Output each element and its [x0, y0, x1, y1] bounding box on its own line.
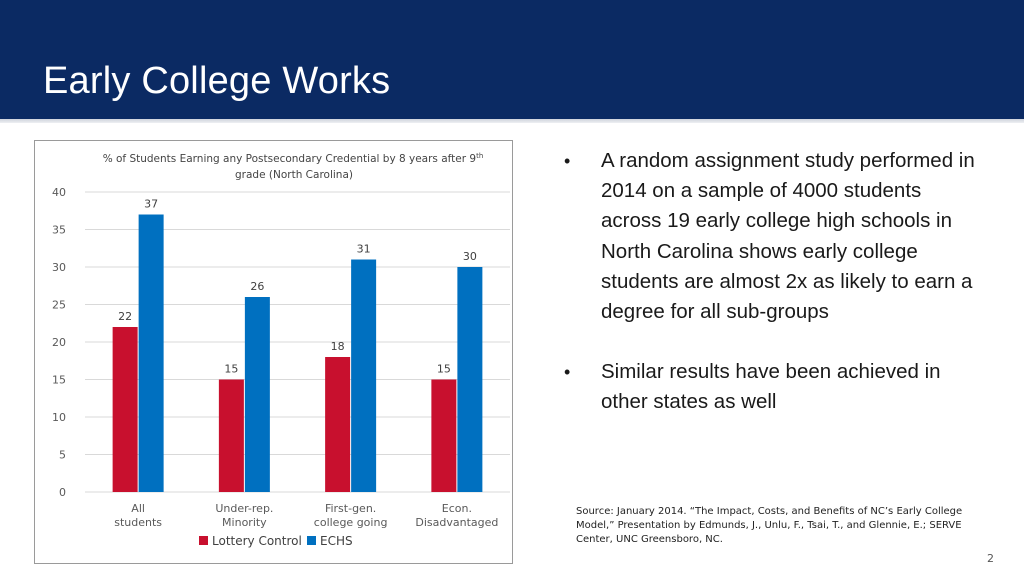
x-tick-label: Disadvantaged: [415, 516, 498, 529]
y-tick-label: 20: [52, 336, 66, 349]
y-tick-label: 0: [59, 486, 66, 499]
y-tick-label: 40: [52, 186, 66, 199]
bullet-dot-icon: •: [564, 362, 571, 383]
bullet-list: • A random assignment study performed in…: [560, 146, 980, 418]
data-label: 37: [144, 198, 158, 211]
header-divider: [0, 119, 1024, 123]
data-label: 18: [331, 340, 345, 353]
y-tick-label: 15: [52, 374, 66, 387]
data-label: 15: [437, 363, 451, 376]
source-citation: Source: January 2014. “The Impact, Costs…: [576, 506, 963, 545]
legend-label: Lottery Control: [212, 534, 302, 548]
data-label: 26: [250, 280, 264, 293]
legend-swatch: [307, 536, 316, 545]
bullet-item: • Similar results have been achieved in …: [560, 357, 980, 417]
legend-swatch: [199, 536, 208, 545]
page-number: 2: [987, 552, 994, 565]
x-tick-label: students: [114, 516, 162, 529]
bullet-text: Similar results have been achieved in ot…: [601, 360, 941, 414]
bar-echs: [138, 214, 164, 492]
bar-lottery-control: [325, 357, 351, 492]
bar-echs: [457, 267, 483, 492]
data-label: 15: [224, 363, 238, 376]
chart-title-line1: % of Students Earning any Postsecondary …: [103, 152, 484, 165]
y-tick-label: 25: [52, 299, 66, 312]
data-label: 30: [463, 250, 477, 263]
x-tick-label: First-gen.: [325, 502, 376, 515]
bar-lottery-control: [218, 379, 244, 492]
y-tick-label: 10: [52, 411, 66, 424]
slide-title: Early College Works: [43, 60, 391, 102]
y-tick-label: 30: [52, 261, 66, 274]
y-tick-label: 35: [52, 224, 66, 237]
bullet-dot-icon: •: [564, 151, 571, 171]
slide-header: Early College Works: [0, 0, 1024, 119]
x-tick-label: college going: [314, 516, 388, 529]
chart-title-line2: grade (North Carolina): [235, 169, 353, 181]
data-label: 22: [118, 310, 132, 323]
bullet-item: • A random assignment study performed in…: [560, 146, 980, 327]
bullet-text: A random assignment study performed in 2…: [601, 149, 975, 324]
x-tick-label: Minority: [222, 516, 267, 529]
bar-echs: [244, 297, 270, 492]
data-label: 31: [357, 243, 371, 256]
bar-lottery-control: [431, 379, 457, 492]
x-tick-label: Econ.: [442, 502, 472, 515]
bar-echs: [351, 259, 377, 492]
bar-lottery-control: [112, 327, 138, 492]
x-tick-label: Under-rep.: [215, 502, 273, 515]
x-tick-label: All: [131, 502, 145, 515]
y-tick-label: 5: [59, 449, 66, 462]
legend-label: ECHS: [320, 534, 353, 548]
